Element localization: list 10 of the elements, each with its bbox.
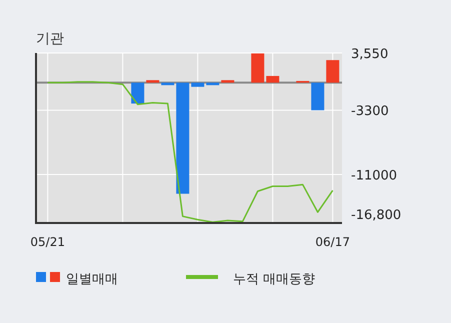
chart-title: 기관 <box>36 31 64 47</box>
legend-일별매매: 일별매매 <box>36 272 118 287</box>
y-tick-label: -16,800 <box>351 208 402 223</box>
y-tick-label: 3,550 <box>351 47 388 62</box>
legend-label: 일별매매 <box>66 272 118 287</box>
legend-label: 누적 매매동향 <box>233 272 316 287</box>
y-tick-label: -11000 <box>351 168 398 184</box>
x-tick-label: 06/17 <box>315 235 350 249</box>
y-tick-label: -3300 <box>351 104 389 120</box>
x-tick-label: 05/21 <box>30 235 65 249</box>
